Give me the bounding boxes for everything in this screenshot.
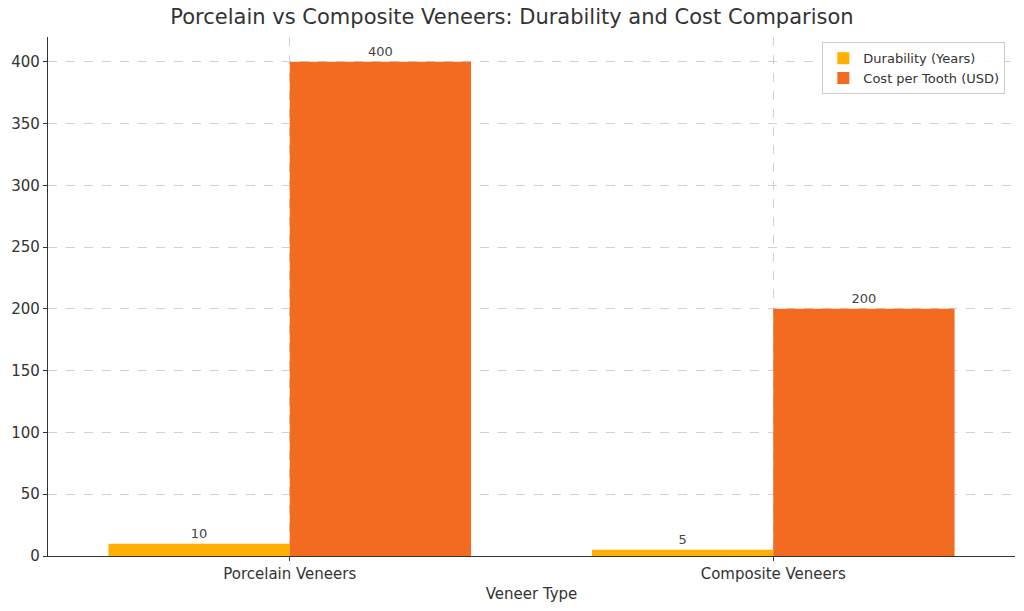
svg-text:300: 300 xyxy=(11,177,40,195)
svg-text:Durability (Years): Durability (Years) xyxy=(863,51,975,66)
svg-text:Porcelain vs Composite Veneers: Porcelain vs Composite Veneers: Durabili… xyxy=(170,5,853,29)
svg-text:200: 200 xyxy=(851,291,876,306)
svg-text:Cost per Tooth (USD): Cost per Tooth (USD) xyxy=(863,71,999,86)
svg-text:150: 150 xyxy=(11,362,40,380)
svg-text:Composite Veneers: Composite Veneers xyxy=(701,565,846,583)
svg-text:5: 5 xyxy=(678,532,686,547)
svg-text:350: 350 xyxy=(11,115,40,133)
svg-text:Porcelain Veneers: Porcelain Veneers xyxy=(223,565,356,583)
svg-text:10: 10 xyxy=(191,526,208,541)
svg-text:0: 0 xyxy=(30,547,40,565)
svg-text:400: 400 xyxy=(11,53,40,71)
svg-text:Veneer Type: Veneer Type xyxy=(486,585,578,603)
svg-text:200: 200 xyxy=(11,300,40,318)
svg-text:250: 250 xyxy=(11,238,40,256)
svg-text:100: 100 xyxy=(11,424,40,442)
svg-text:400: 400 xyxy=(368,44,393,59)
svg-text:50: 50 xyxy=(21,485,40,503)
